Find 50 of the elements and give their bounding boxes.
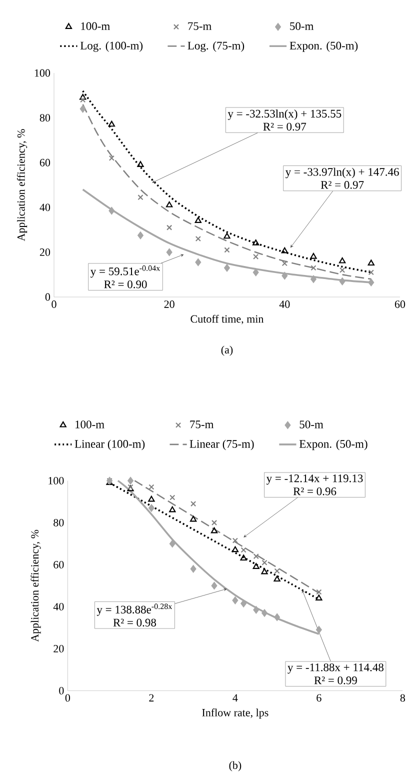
x-tick-label: 60 [394,300,406,308]
text: (a) [221,346,233,356]
legend-label: Linear (100-m) [74,440,145,450]
y-tick-label: 0 [59,686,64,694]
x-tick-label: 20 [164,300,174,308]
y-tick-label: 80 [54,518,64,526]
y-tick-label: 20 [40,248,50,256]
legend-label: 50-m [300,420,324,428]
legend-label: Expon. (50-m) [290,41,358,52]
y-tick-label: 40 [53,602,64,610]
annotation: R² = 0.98 [113,618,156,627]
y-tick-label: 60 [54,560,64,568]
legend-label: 50-m [290,22,314,30]
x-axis-title: Inflow rate, lps [202,708,268,719]
annotation: y = 138.88e$^{-0.28x}$ [96,604,172,616]
y-tick-label: 0 [45,293,50,301]
y-tick-label: 20 [54,644,64,652]
x-axis-title: Cutoff time, min [190,314,264,324]
x-tick-label: 6 [316,694,322,702]
legend-label: Linear (75-m) [190,440,254,450]
annotation: R² = 0.96 [293,487,336,496]
annotation: y = -32.53ln(x) + 135.55 [228,109,342,120]
legend-label: Expon. (50-m) [299,440,368,450]
annotation: y = 59.51e$^{-0.04x}$ [90,265,160,278]
legend-label: 75-m [190,420,214,428]
x-tick-label: 8 [400,694,406,702]
x-tick-label: 0 [65,694,70,702]
legend-label: Log. (100-m) [80,41,143,52]
annotation: y = -33.97ln(x) + 147.46 [286,168,399,178]
x-tick-label: 2 [149,694,154,702]
annotation: R² = 0.97 [263,122,306,131]
annotation: R² = 0.97 [320,181,364,189]
text: (b) [229,761,242,772]
y-axis-title: Application efficiency, % [30,530,41,642]
x-tick-label: 4 [232,694,238,702]
legend-label: 100-m [81,22,110,30]
annotation: R² = 0.99 [314,676,357,684]
y-axis-title: Application efficiency, % [16,129,28,242]
annotation: y = -11.88x + 114.48 [288,663,384,674]
annotation: R² = 0.90 [104,280,147,288]
legend-label: 100-m [76,420,104,428]
annotation: y = -12.14x + 119.13 [266,474,363,485]
y-tick-label: 60 [40,158,50,166]
y-tick-label: 80 [40,114,50,122]
y-tick-label: 100 [34,69,50,77]
legend-label: Log. (75-m) [188,41,244,52]
legend-label: 75-m [188,22,212,30]
x-tick-label: 40 [279,300,290,308]
y-tick-label: 40 [40,204,50,212]
y-tick-label: 100 [48,476,64,484]
